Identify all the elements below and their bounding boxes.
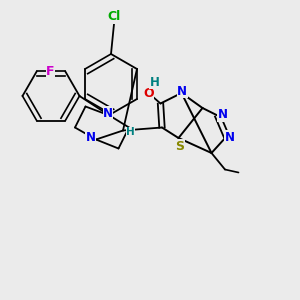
Text: S: S [176,140,184,153]
Text: N: N [218,108,228,122]
Text: O: O [143,86,154,100]
Text: N: N [85,130,96,144]
Text: N: N [103,106,113,120]
Text: N: N [177,85,187,98]
Text: N: N [224,130,235,144]
Text: H: H [150,76,159,89]
Text: F: F [46,65,55,78]
Text: Cl: Cl [107,10,121,23]
Text: H: H [126,127,135,137]
